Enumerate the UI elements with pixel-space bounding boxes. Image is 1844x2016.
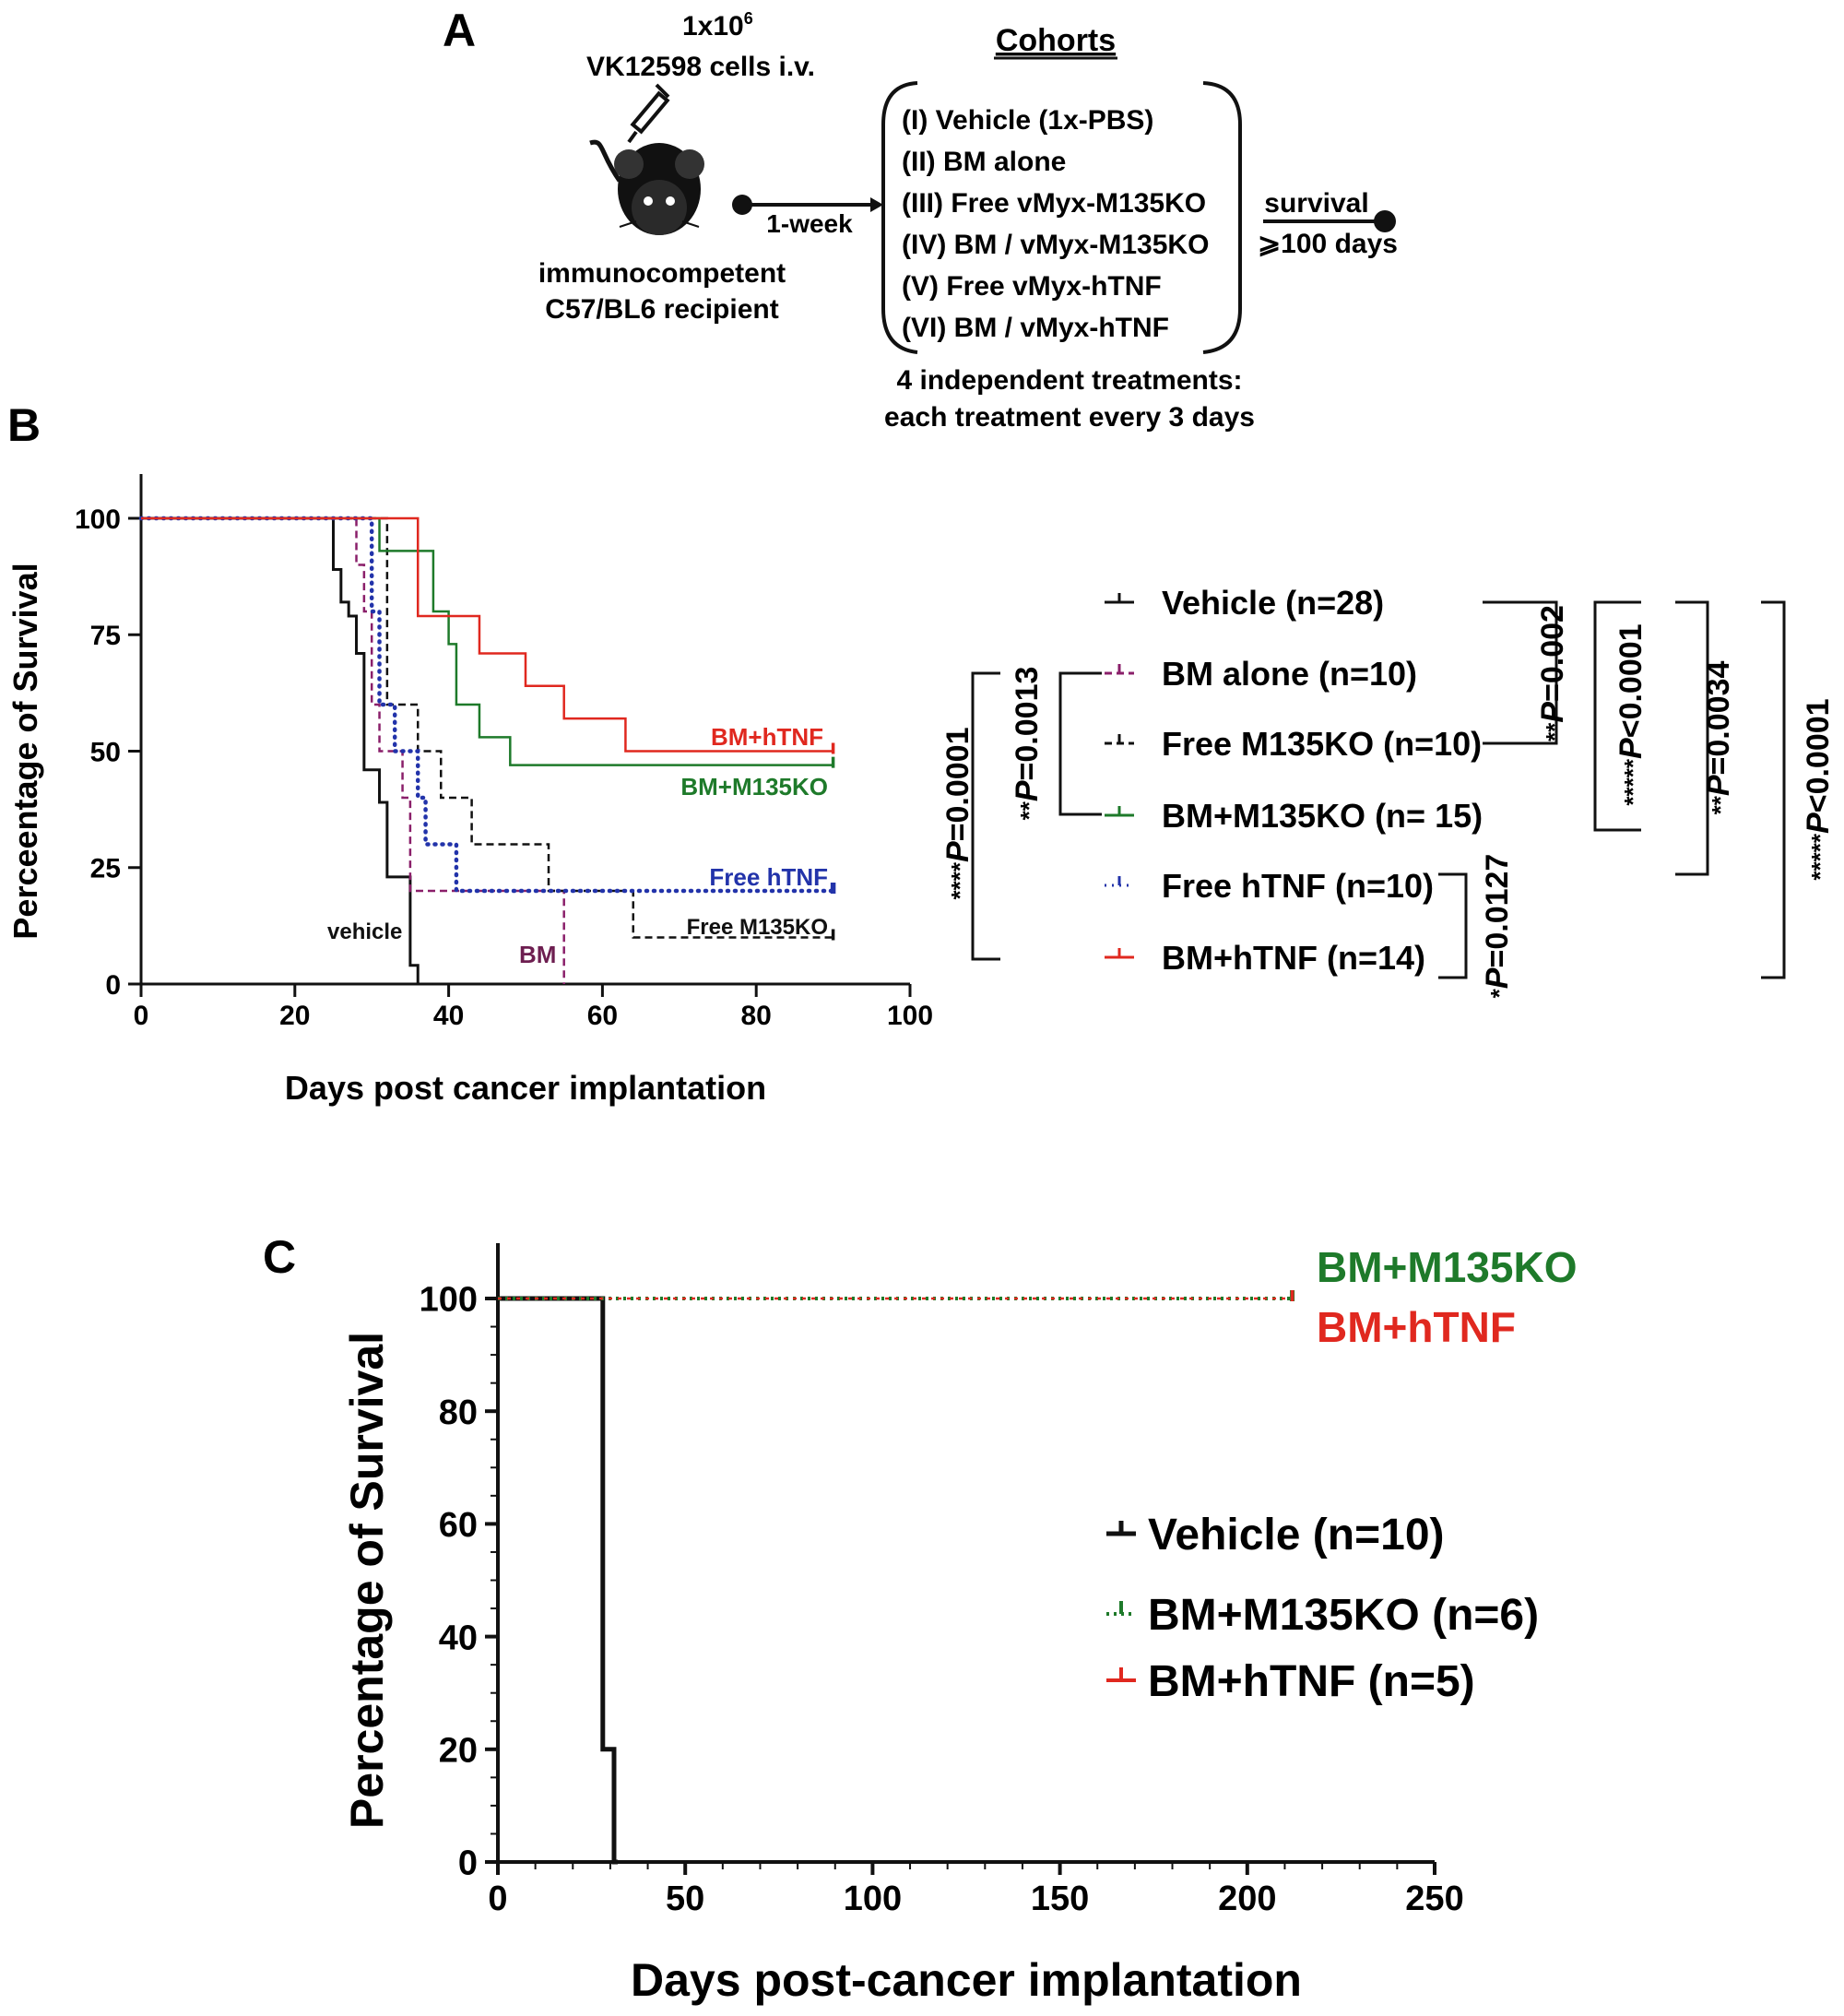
stat-p-value: **P=0.0034 bbox=[1701, 661, 1736, 815]
panel-a-label: A bbox=[443, 5, 476, 56]
recipient-line2: C57/BL6 recipient bbox=[545, 294, 778, 325]
legend-label: BM+hTNF (n=5) bbox=[1148, 1657, 1475, 1706]
stat-bracket bbox=[1761, 600, 1786, 979]
legend-c: Vehicle (n=10) BM+M135KO (n=6) BM+hTNF (n=… bbox=[1106, 1511, 1539, 1706]
stat-bracket bbox=[1438, 872, 1468, 979]
mouse-icon bbox=[589, 139, 704, 235]
cohort-item: (IV) BM / vMyx-M135KO bbox=[902, 230, 1209, 260]
stat-bracket bbox=[1483, 600, 1558, 745]
y-axis-label: Perceentage of Survival bbox=[6, 563, 44, 939]
cohort-item: (V) Free vMyx-hTNF bbox=[902, 271, 1162, 302]
x-tick-label: 200 bbox=[1218, 1880, 1276, 1918]
panel-c-label: C bbox=[263, 1231, 296, 1283]
inline-label-free-m135ko: Free M135KO bbox=[687, 915, 828, 940]
survival-days: ⩾100 days bbox=[1258, 229, 1398, 259]
recipient-line1: immunocompetent bbox=[538, 258, 786, 289]
y-axis-label: Percentage of Survival bbox=[341, 1332, 393, 1829]
interval-label: 1-week bbox=[766, 209, 853, 238]
survival-chart-b: 0 25 50 75 100 0 20 40 60 80 100 Days post cancer i… bbox=[6, 474, 933, 1107]
cohort-item: (VI) BM / vMyx-hTNF bbox=[902, 313, 1169, 343]
x-tick-label: 100 bbox=[844, 1880, 902, 1918]
treatments-line2: each treatment every 3 days bbox=[884, 402, 1255, 433]
stat-bracket bbox=[1675, 600, 1709, 876]
top-label-bm-m135ko: BM+M135KO bbox=[1317, 1243, 1577, 1291]
stat-p-value: *P=0.0127 bbox=[1480, 854, 1515, 999]
y-tick-label: 50 bbox=[90, 737, 121, 767]
legend-label: Free hTNF (n=10) bbox=[1162, 867, 1434, 905]
y-tick-label: 0 bbox=[105, 970, 121, 1001]
series-line-bm-m135ko bbox=[141, 516, 833, 766]
panel-a: A 1x106 VK12598 cells i.v. immunocompete… bbox=[443, 5, 1398, 433]
stat-p-value: *****P<0.0001 bbox=[1801, 698, 1836, 880]
inline-label-free-htnf: Free hTNF bbox=[709, 863, 828, 891]
panel-b: B 0 25 50 75 100 0 20 40 60 80 100 Days post cancer… bbox=[6, 399, 1836, 1107]
legend-label: Vehicle (n=28) bbox=[1162, 584, 1384, 622]
stats-brackets-b: ****P=0.0001 **P=0.0013 **P=0.002 *****P<0.… bbox=[940, 600, 1836, 999]
legend-label: BM+M135KO (n=6) bbox=[1148, 1591, 1539, 1640]
x-tick-label: 0 bbox=[134, 1001, 149, 1031]
series-line-bm-htnf bbox=[141, 516, 833, 753]
treatments-line1: 4 independent treatments: bbox=[896, 365, 1242, 396]
stat-p-value: *****P<0.0001 bbox=[1614, 623, 1649, 805]
x-tick-label: 80 bbox=[741, 1001, 772, 1031]
x-axis-label: Days post cancer implantation bbox=[285, 1069, 766, 1107]
x-tick-label: 150 bbox=[1031, 1880, 1089, 1918]
x-tick-label: 60 bbox=[587, 1001, 618, 1031]
legend-label: Free M135KO (n=10) bbox=[1162, 725, 1482, 763]
legend-label: BM alone (n=10) bbox=[1162, 655, 1417, 693]
x-tick-label: 20 bbox=[279, 1001, 310, 1031]
y-tick-label: 80 bbox=[439, 1393, 478, 1432]
inline-label-bm-alone: BM bbox=[519, 941, 556, 968]
x-tick-label: 40 bbox=[433, 1001, 464, 1031]
legend-label: BM+hTNF (n=14) bbox=[1162, 939, 1425, 977]
x-axis-label: Days post-cancer implantation bbox=[631, 1954, 1302, 2006]
x-tick-label: 100 bbox=[887, 1001, 933, 1031]
cohort-item: (I) Vehicle (1x-PBS) bbox=[902, 105, 1153, 136]
cells-line1: 1x106 bbox=[682, 9, 753, 42]
y-tick-label: 40 bbox=[439, 1619, 478, 1657]
stat-bracket bbox=[1593, 600, 1641, 832]
cohort-list: (I) Vehicle (1x-PBS) (II) BM alone (III) F… bbox=[902, 105, 1209, 343]
inline-label-bm-m135ko: BM+M135KO bbox=[680, 773, 828, 800]
y-tick-label: 75 bbox=[90, 621, 121, 651]
y-tick-label: 100 bbox=[420, 1281, 478, 1320]
syringe-icon bbox=[627, 83, 670, 144]
stat-p-value: **P=0.0013 bbox=[1010, 667, 1045, 821]
stat-p-value: ****P=0.0001 bbox=[940, 727, 975, 899]
legend-label: Vehicle (n=10) bbox=[1148, 1511, 1445, 1559]
panel-b-label: B bbox=[7, 399, 41, 451]
inline-label-bm-htnf: BM+hTNF bbox=[711, 723, 823, 751]
series-line-bm-alone bbox=[141, 516, 565, 984]
legend-b: Vehicle (n=28) BM alone (n=10) Free M135KO… bbox=[1105, 584, 1483, 977]
series-line-vehicle bbox=[498, 1296, 619, 1865]
stat-bracket bbox=[971, 671, 1000, 961]
series-line-vehicle bbox=[141, 516, 433, 986]
y-tick-label: 20 bbox=[439, 1731, 478, 1770]
cohort-item: (III) Free vMyx-M135KO bbox=[902, 188, 1206, 219]
cells-line2: VK12598 cells i.v. bbox=[586, 52, 815, 82]
x-tick-label: 0 bbox=[488, 1880, 507, 1918]
cohorts-title: Cohorts bbox=[996, 23, 1116, 58]
inline-label-vehicle: vehicle bbox=[327, 919, 402, 944]
x-tick-label: 250 bbox=[1405, 1880, 1463, 1918]
x-tick-label: 50 bbox=[666, 1880, 704, 1918]
series-line-free-htnf bbox=[138, 516, 835, 894]
panel-c: C 0 20 40 60 80 100 0 50 100 150 200 250 Days post-c… bbox=[263, 1231, 1577, 2006]
stat-p-value: **P=0.002 bbox=[1535, 605, 1570, 741]
y-tick-label: 0 bbox=[458, 1844, 478, 1883]
y-tick-label: 60 bbox=[439, 1506, 478, 1545]
survival-chart-c: 0 20 40 60 80 100 0 50 100 150 200 250 Days post-can… bbox=[341, 1243, 1464, 2006]
legend-label: BM+M135KO (n= 15) bbox=[1162, 797, 1483, 835]
top-label-bm-htnf: BM+hTNF bbox=[1317, 1303, 1516, 1351]
stat-bracket bbox=[1058, 671, 1102, 816]
survival-end-dot bbox=[1374, 210, 1396, 232]
timeline-arrow bbox=[732, 195, 883, 215]
survival-label: survival bbox=[1264, 188, 1368, 219]
cohort-item: (II) BM alone bbox=[902, 147, 1066, 177]
y-tick-label: 25 bbox=[90, 854, 121, 884]
y-tick-label: 100 bbox=[75, 504, 121, 535]
